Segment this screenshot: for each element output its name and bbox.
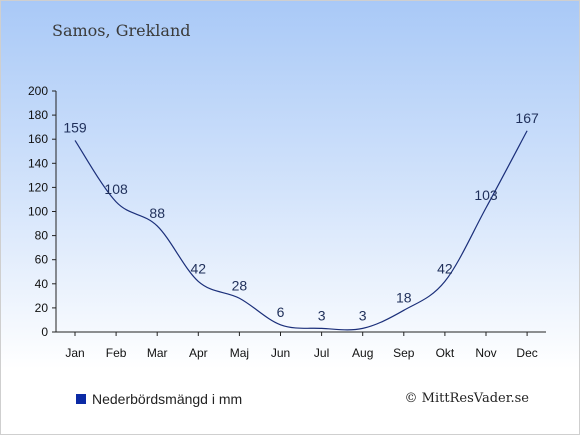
y-tick-label: 140	[28, 156, 48, 170]
data-label: 167	[515, 110, 539, 126]
x-tick-label: Jan	[65, 346, 84, 360]
y-tick-label: 60	[35, 253, 49, 267]
x-tick-label: Okt	[436, 346, 455, 360]
y-tick-label: 100	[28, 205, 48, 219]
legend-label: Nederbördsmängd i mm	[92, 391, 243, 407]
x-tick-label: Aug	[352, 346, 373, 360]
x-tick-label: Nov	[475, 346, 496, 360]
y-tick-label: 0	[41, 325, 48, 339]
data-label: 42	[437, 260, 453, 276]
x-tick-label: Apr	[189, 346, 208, 360]
y-tick-label: 180	[28, 108, 48, 122]
legend-swatch	[76, 394, 86, 404]
data-label: 18	[396, 289, 412, 305]
x-axis-ticks: Jan Feb Mar Apr Maj Jun Jul Aug Sep Okt Nov Dec	[65, 332, 538, 360]
data-label: 3	[359, 307, 367, 323]
data-label: 159	[63, 119, 87, 135]
y-axis-ticks: 0 20 40 60 80 100 120 140 160 180 200	[28, 84, 56, 339]
x-tick-label: Sep	[393, 346, 415, 360]
data-label: 28	[232, 277, 248, 293]
y-tick-label: 80	[35, 229, 49, 243]
y-tick-label: 40	[35, 277, 49, 291]
data-label: 108	[104, 181, 128, 197]
x-tick-label: Maj	[230, 346, 249, 360]
data-labels: 159 108 88 42 28 6 3 3 18 42 103 167	[63, 110, 539, 324]
y-tick-label: 120	[28, 180, 48, 194]
x-tick-label: Jun	[271, 346, 290, 360]
y-tick-label: 200	[28, 84, 48, 98]
series-line	[74, 130, 528, 331]
chart-title: Samos, Grekland	[52, 21, 191, 40]
x-tick-label: Feb	[106, 346, 127, 360]
x-tick-label: Jul	[314, 346, 329, 360]
x-tick-label: Dec	[516, 346, 537, 360]
data-label: 42	[191, 260, 207, 276]
x-tick-label: Mar	[147, 346, 168, 360]
site-credit: © MittResVader.se	[404, 391, 529, 406]
data-label: 6	[277, 304, 285, 320]
data-label: 3	[318, 307, 326, 323]
y-tick-label: 160	[28, 132, 48, 146]
data-label: 103	[474, 187, 498, 203]
y-tick-label: 20	[35, 301, 49, 315]
legend: Nederbördsmängd i mm	[76, 391, 242, 407]
data-label: 88	[149, 205, 165, 221]
